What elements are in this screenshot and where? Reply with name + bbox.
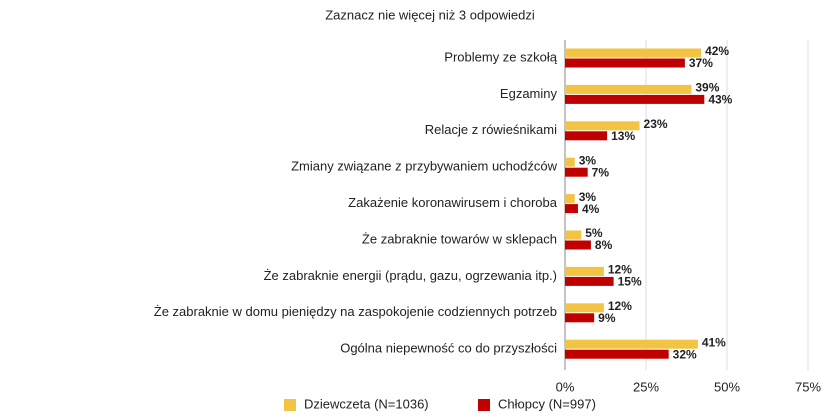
chart-title: Zaznacz nie więcej niż 3 odpowiedzi bbox=[325, 7, 535, 22]
legend-swatch bbox=[478, 399, 490, 411]
bar bbox=[565, 303, 604, 313]
bar bbox=[565, 240, 591, 250]
value-label: 7% bbox=[592, 165, 610, 179]
bar bbox=[565, 266, 604, 276]
x-tick-label: 75% bbox=[795, 379, 821, 394]
value-label: 9% bbox=[598, 311, 616, 325]
value-label: 3% bbox=[579, 153, 597, 167]
x-tick-label: 25% bbox=[633, 379, 659, 394]
value-label: 37% bbox=[689, 56, 713, 70]
bar bbox=[565, 157, 575, 167]
bar bbox=[565, 58, 685, 68]
bar bbox=[565, 230, 582, 240]
bar bbox=[565, 167, 588, 177]
category-label: Zmiany związane z przybywaniem uchodźców bbox=[291, 159, 557, 174]
bar bbox=[565, 204, 578, 214]
category-label: Problemy ze szkołą bbox=[444, 49, 557, 64]
value-label: 13% bbox=[611, 129, 635, 143]
value-label: 39% bbox=[695, 81, 719, 95]
bar bbox=[565, 48, 702, 58]
value-label: 15% bbox=[618, 275, 642, 289]
legend-label: Chłopcy (N=997) bbox=[498, 396, 596, 411]
bar bbox=[565, 349, 669, 359]
bar bbox=[565, 313, 595, 323]
category-label: Egzaminy bbox=[500, 86, 558, 101]
bar bbox=[565, 194, 575, 204]
x-tick-label: 50% bbox=[714, 379, 740, 394]
category-label: Że zabraknie towarów w sklepach bbox=[362, 231, 557, 246]
value-label: 43% bbox=[708, 93, 732, 107]
bar bbox=[565, 121, 640, 131]
category-label: Że zabraknie w domu pieniędzy na zaspoko… bbox=[154, 304, 557, 319]
value-label: 8% bbox=[595, 238, 613, 252]
bar bbox=[565, 94, 705, 104]
value-label: 12% bbox=[608, 299, 632, 313]
value-label: 23% bbox=[644, 117, 668, 131]
category-label: Ogólna niepewność co do przyszłości bbox=[340, 341, 557, 356]
value-label: 5% bbox=[585, 226, 603, 240]
value-label: 4% bbox=[582, 202, 600, 216]
value-label: 12% bbox=[608, 263, 632, 277]
value-label: 32% bbox=[673, 347, 697, 361]
bar bbox=[565, 276, 614, 286]
value-label: 42% bbox=[705, 44, 729, 58]
category-label: Relacje z rówieśnikami bbox=[425, 122, 557, 137]
bar bbox=[565, 339, 698, 349]
bar bbox=[565, 84, 692, 94]
legend-label: Dziewczeta (N=1036) bbox=[304, 396, 429, 411]
bar bbox=[565, 131, 608, 141]
legend-swatch bbox=[284, 399, 296, 411]
value-label: 3% bbox=[579, 190, 597, 204]
category-label: Że zabraknie energii (prądu, gazu, ogrze… bbox=[264, 268, 557, 283]
value-label: 41% bbox=[702, 335, 726, 349]
x-tick-label: 0% bbox=[556, 379, 575, 394]
category-label: Zakażenie koronawirusem i choroba bbox=[348, 195, 558, 210]
